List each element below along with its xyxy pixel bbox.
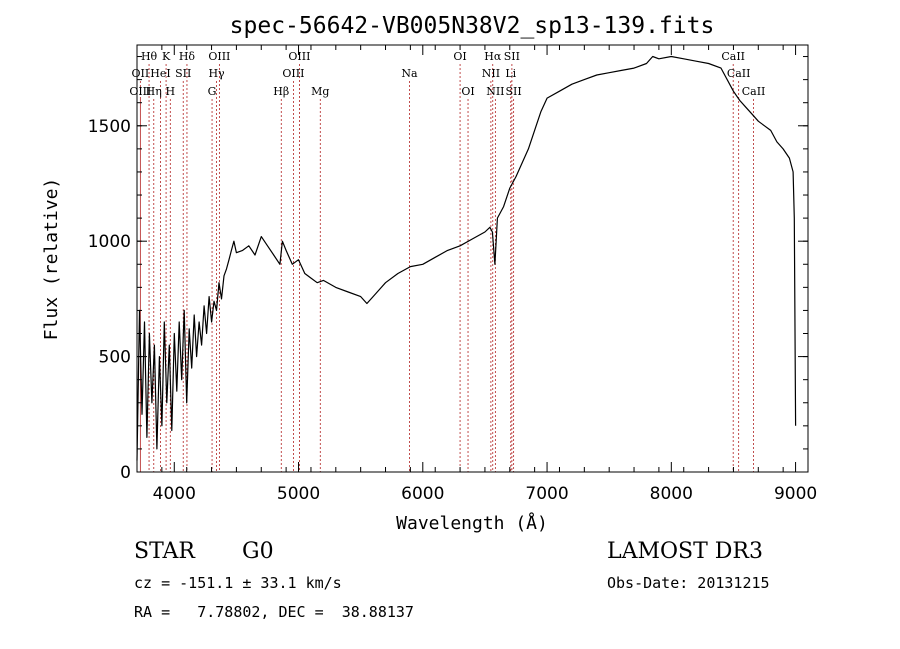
marker-label: G — [208, 85, 217, 98]
marker-label: OIII — [288, 50, 310, 63]
marker-label: SII — [504, 50, 520, 63]
y-axis-label: Flux (relative) — [41, 178, 62, 341]
plot-frame — [136, 44, 809, 473]
tick-labels: 4000 5000 6000 7000 8000 9000 0 500 1000 1500 — [88, 117, 817, 504]
marker-label: NII — [486, 85, 504, 98]
marker-label: Na — [401, 67, 418, 80]
marker-label: OI — [453, 50, 466, 63]
x-tick-label: 8000 — [650, 484, 693, 504]
marker-label: OIII — [208, 50, 230, 63]
marker-label: Hα — [484, 50, 502, 63]
redshift-cz: cz = -151.1 ± 33.1 km/s — [134, 574, 342, 592]
y-tick-label: 1500 — [88, 117, 131, 137]
marker-label: Li — [505, 67, 516, 80]
object-class: STAR — [134, 539, 195, 564]
x-tick-label: 9000 — [774, 484, 817, 504]
chart-title: spec-56642-VB005N38V2_sp13-139.fits — [230, 13, 715, 39]
survey-name: LAMOST DR3 — [607, 539, 763, 564]
emission-line-markers — [139, 64, 754, 472]
marker-label: Hβ — [273, 85, 289, 98]
object-subclass: G0 — [242, 539, 274, 564]
marker-label: HeI — [150, 67, 170, 80]
marker-label: Hγ — [208, 67, 225, 80]
tick-marks — [136, 45, 809, 473]
y-tick-label: 1000 — [88, 232, 131, 252]
y-tick-label: 500 — [99, 348, 131, 368]
x-tick-label: 6000 — [401, 484, 444, 504]
marker-label: OII — [131, 67, 149, 80]
marker-label: OI — [461, 85, 474, 98]
marker-label: NII — [482, 67, 500, 80]
x-tick-label: 4000 — [153, 484, 196, 504]
marker-label: Hη — [146, 85, 162, 98]
series-layer — [136, 55, 797, 461]
marker-label: K — [162, 50, 171, 63]
marker-label: OIII — [282, 67, 304, 80]
spectrum-chart: 4000 5000 6000 7000 8000 9000 0 500 1000 1500 Hθ K… — [41, 13, 817, 534]
marker-label: OIII — [129, 85, 151, 98]
x-axis-label: Wavelength (Å) — [396, 512, 548, 534]
marker-label: CaII — [742, 85, 766, 98]
marker-label: Hδ — [179, 50, 196, 63]
y-tick-label: 0 — [120, 463, 131, 483]
marker-label: CaII — [727, 67, 751, 80]
marker-label: Mg — [311, 85, 329, 98]
spectrum-flux-line — [136, 55, 797, 461]
coordinates: RA = 7.78802, DEC = 38.88137 — [134, 603, 414, 621]
marker-label: SII — [506, 85, 522, 98]
marker-label: H — [166, 85, 176, 98]
marker-label: SII — [175, 67, 191, 80]
x-tick-label: 5000 — [277, 484, 320, 504]
marker-label: Hθ — [141, 50, 158, 63]
x-tick-label: 7000 — [525, 484, 568, 504]
observation-date: Obs-Date: 20131215 — [607, 574, 770, 592]
marker-label: CaII — [721, 50, 745, 63]
axes — [136, 44, 809, 473]
